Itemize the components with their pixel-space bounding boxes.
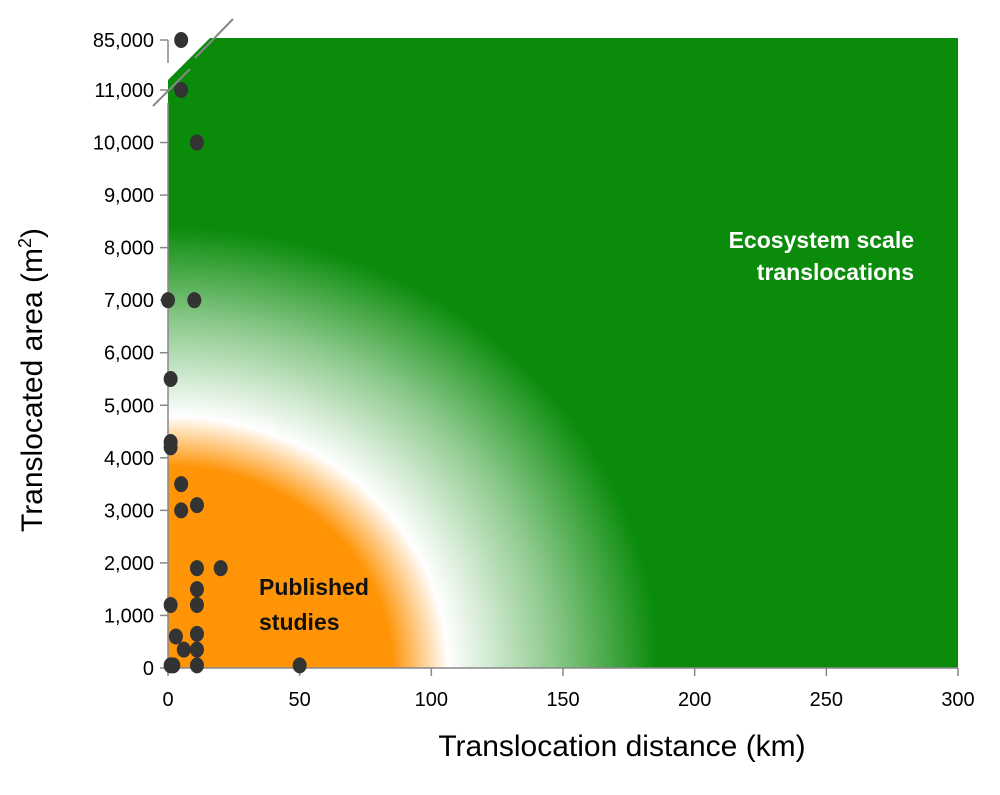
y-tick-label-break: 85,000 <box>93 30 154 52</box>
y-tick-label: 2,000 <box>104 553 154 575</box>
data-point <box>189 581 204 598</box>
data-point <box>189 657 204 674</box>
annotation-published-line-1: Published <box>259 574 369 600</box>
y-tick-label: 9,000 <box>104 185 154 207</box>
y-tick-label: 5,000 <box>104 395 154 417</box>
annotation-ecosystem-line-1: Ecosystem scale <box>729 227 914 253</box>
data-point <box>163 371 178 387</box>
data-point <box>189 560 204 577</box>
axis-break-mark-lower <box>152 68 191 107</box>
data-point <box>161 292 175 309</box>
x-tick-label: 300 <box>941 689 974 711</box>
data-point <box>163 596 178 613</box>
data-point <box>189 596 204 613</box>
data-point <box>189 497 204 514</box>
data-point <box>189 625 204 642</box>
annotation-ecosystem: Ecosystem scale translocations <box>729 227 914 285</box>
data-point <box>174 502 189 519</box>
x-tick-label: 250 <box>810 689 843 711</box>
x-tick-label: 150 <box>546 689 579 711</box>
gradient-background <box>168 38 958 668</box>
y-tick-label: 4,000 <box>104 448 154 470</box>
y-axis-title-main: Translocated area (m <box>16 248 49 532</box>
y-tick-label: 6,000 <box>104 343 154 365</box>
axis-break-mark-upper <box>194 18 234 59</box>
y-axis-title-sup: 2 <box>15 238 35 248</box>
x-axis-title: Translocation distance (km) <box>438 730 805 763</box>
data-point <box>189 134 204 151</box>
data-point <box>213 560 228 577</box>
y-tick-label: 3,000 <box>104 500 154 522</box>
y-tick-label: 0 <box>143 658 154 680</box>
y-axis-title: Translocated area (m2) <box>15 228 49 532</box>
y-tick-label: 11,000 <box>94 80 154 102</box>
axes: 0 50 100 150 200 250 300 0 1,000 2,000 3,000 4,000 5… <box>93 18 975 711</box>
data-point <box>189 641 204 658</box>
data-point <box>168 628 183 645</box>
data-point <box>292 657 307 674</box>
y-tick-label: 8,000 <box>104 238 154 260</box>
x-tick-label: 200 <box>678 689 711 711</box>
y-tick-label: 7,000 <box>104 290 154 312</box>
y-axis-title-end: ) <box>16 228 49 238</box>
y-tick-label: 1,000 <box>104 605 154 627</box>
x-tick-label: 100 <box>415 689 448 711</box>
data-point <box>174 82 189 98</box>
data-point <box>163 439 178 456</box>
data-point <box>174 32 189 48</box>
data-point <box>187 292 202 309</box>
annotation-published: Published studies <box>259 574 369 635</box>
data-points <box>161 32 307 674</box>
annotation-ecosystem-line-2: translocations <box>757 259 914 285</box>
y-tick-label: 10,000 <box>93 133 154 155</box>
data-point <box>166 657 181 674</box>
x-tick-label: 0 <box>162 689 173 711</box>
plot-background <box>168 38 958 668</box>
x-tick-label: 50 <box>289 689 311 711</box>
data-point <box>174 476 189 493</box>
data-point <box>176 641 191 658</box>
annotation-published-line-2: studies <box>259 609 340 635</box>
